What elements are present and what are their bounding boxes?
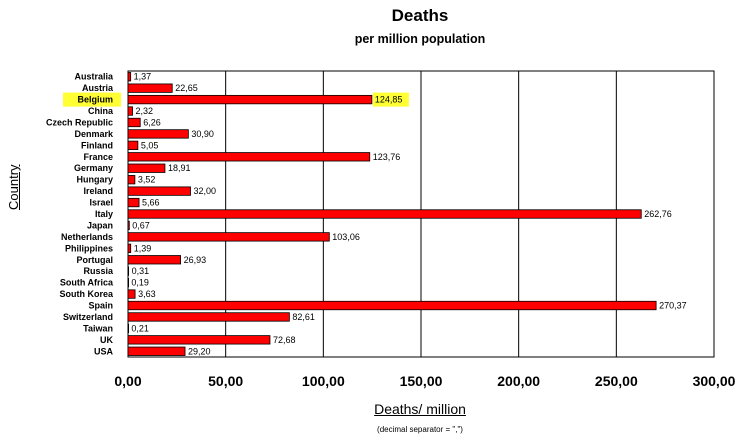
bar (127, 152, 371, 162)
category-label: Denmark (74, 129, 114, 139)
category-label: France (83, 152, 113, 162)
value-highlight (372, 92, 409, 107)
category-label: South Africa (60, 278, 114, 288)
bar (127, 289, 136, 299)
bar (127, 323, 130, 334)
category-label: Spain (88, 301, 113, 311)
category-label: Portugal (76, 255, 113, 265)
bar (127, 175, 136, 185)
bar (127, 140, 139, 150)
category-label: Japan (87, 220, 113, 230)
category-label: Belgium (77, 95, 113, 105)
category-label: Russia (83, 266, 114, 276)
data-label: 0,21 (131, 323, 149, 333)
bar (127, 209, 642, 219)
data-label: 0,31 (132, 266, 150, 276)
category-label: Switzerland (63, 312, 113, 322)
bar (127, 197, 140, 208)
category-label: China (88, 106, 114, 116)
data-label: 2,32 (136, 106, 154, 116)
category-label: Ireland (83, 186, 113, 196)
x-tick-label: 150,00 (400, 373, 443, 389)
data-label: 5,66 (142, 198, 160, 208)
x-tick-label: 0,00 (114, 373, 141, 389)
data-label: 262,76 (644, 209, 672, 219)
category-label: Austria (82, 83, 114, 93)
x-tick-label: 100,00 (302, 373, 345, 389)
category-label: Netherlands (61, 232, 113, 242)
data-label: 0,19 (131, 278, 149, 288)
data-label: 26,93 (184, 255, 207, 265)
category-label: Philippines (65, 243, 113, 253)
category-label: South Korea (59, 289, 113, 299)
category-label: Germany (74, 163, 113, 173)
x-tick-label: 200,00 (497, 373, 540, 389)
data-label: 29,20 (188, 346, 211, 356)
data-label: 0,67 (132, 220, 150, 230)
bar (127, 278, 130, 288)
bar (127, 312, 290, 322)
category-label: USA (94, 346, 114, 356)
data-label: 30,90 (191, 129, 214, 139)
bar (127, 335, 271, 345)
bar (127, 83, 173, 93)
chart-subtitle: per million population (354, 32, 486, 46)
data-label: 82,61 (292, 312, 315, 322)
data-label: 1,39 (134, 243, 152, 253)
data-label: 72,68 (273, 335, 296, 345)
data-label: 270,37 (659, 301, 687, 311)
data-label: 3,52 (138, 175, 156, 185)
bar (127, 186, 191, 196)
data-label: 103,06 (332, 232, 360, 242)
category-label: Taiwan (83, 323, 113, 333)
category-label: Hungary (76, 175, 113, 185)
bar (127, 255, 182, 265)
x-tick-label: 50,00 (208, 373, 243, 389)
category-label: Israel (89, 198, 113, 208)
category-label: UK (100, 335, 113, 345)
data-label: 18,91 (168, 163, 191, 173)
category-label: Finland (81, 140, 113, 150)
category-label: Italy (95, 209, 113, 219)
x-axis-label: Deaths/ million (374, 401, 466, 417)
bar (127, 163, 166, 173)
category-label: Czech Republic (46, 117, 113, 127)
bar (127, 94, 373, 105)
bar (127, 106, 133, 116)
category-label: Australia (74, 72, 114, 82)
data-label: 6,26 (143, 117, 161, 127)
data-label: 123,76 (373, 152, 401, 162)
bar (127, 117, 141, 128)
x-tick-label: 300,00 (693, 373, 736, 389)
bar (127, 72, 132, 82)
data-label: 124,85 (375, 95, 403, 105)
bar (127, 300, 657, 311)
chart-title: Deaths (391, 6, 449, 25)
bar (127, 346, 186, 356)
decimal-separator-note: (decimal separator = ",") (377, 425, 463, 434)
category-highlight (63, 92, 121, 107)
bar (127, 232, 330, 242)
x-tick-label: 250,00 (595, 373, 638, 389)
data-label: 32,00 (194, 186, 217, 196)
bar (127, 220, 130, 231)
bar (127, 129, 189, 139)
data-label: 5,05 (141, 140, 159, 150)
bar (127, 243, 132, 253)
data-label: 1,37 (134, 72, 152, 82)
data-label: 3,63 (138, 289, 156, 299)
bar (127, 266, 130, 276)
data-label: 22,65 (175, 83, 198, 93)
